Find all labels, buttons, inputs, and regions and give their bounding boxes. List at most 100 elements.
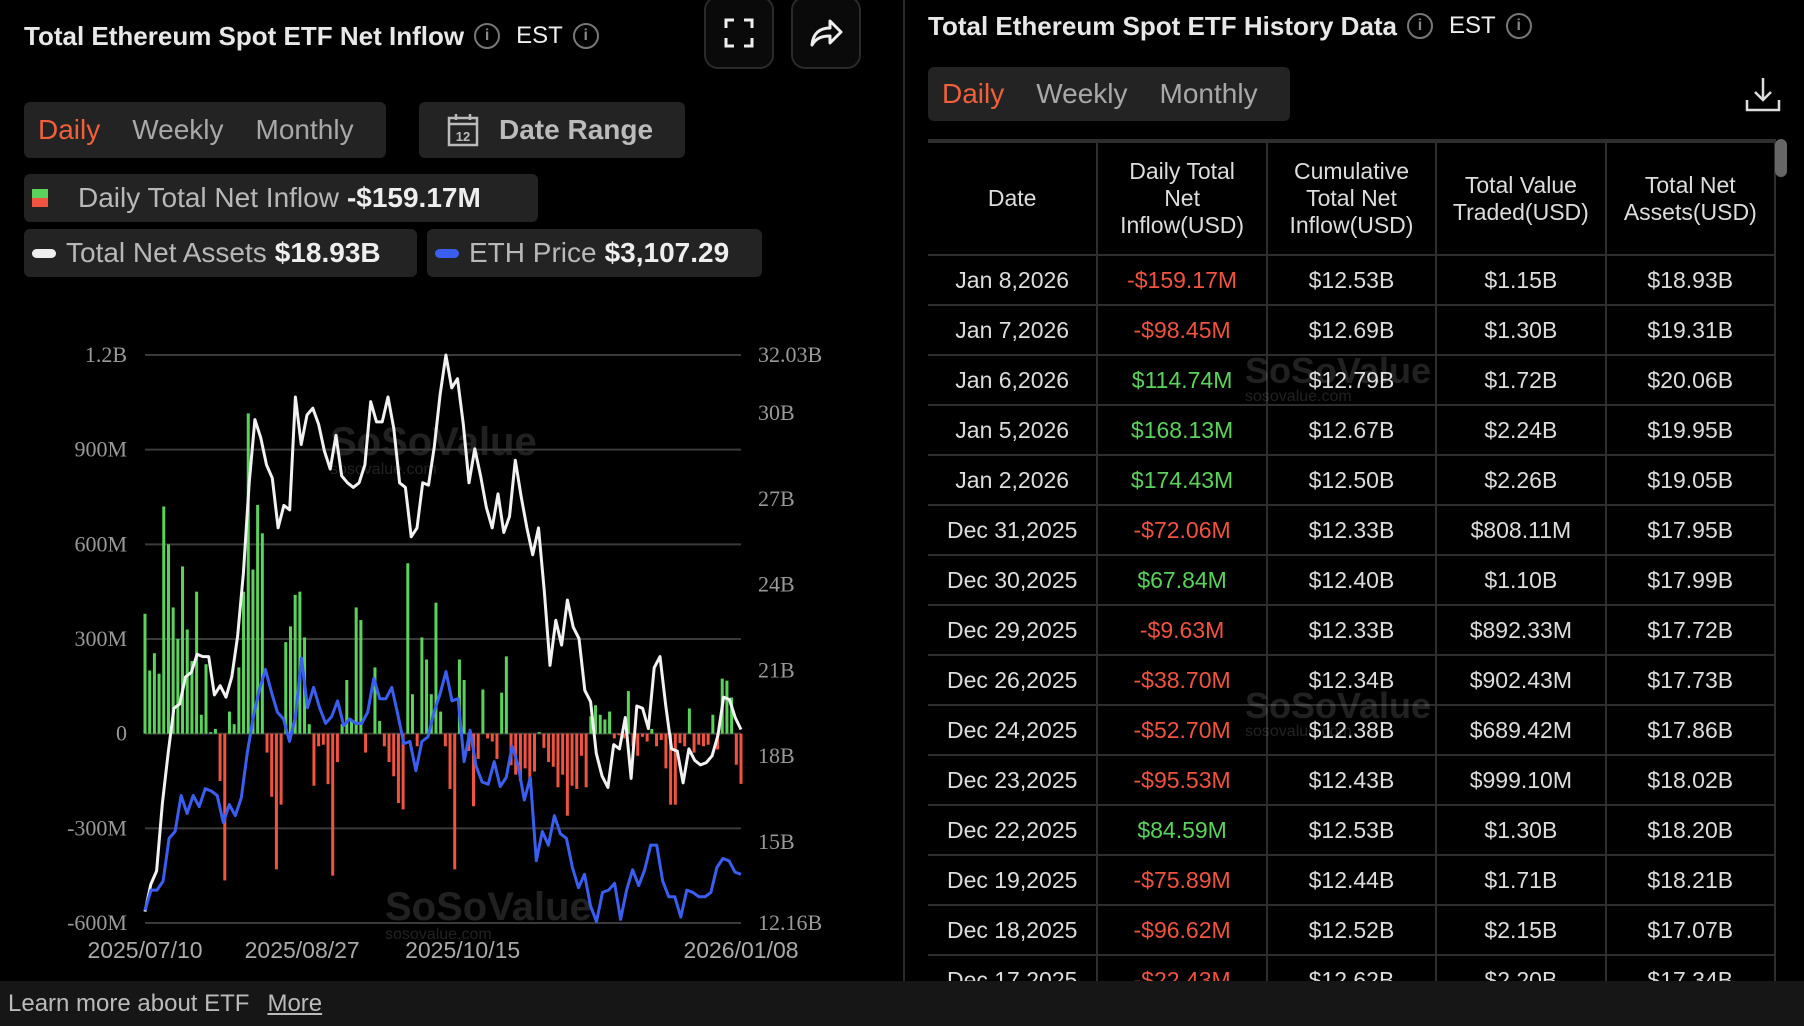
inflow-bar	[312, 733, 316, 786]
inflow-bar	[223, 733, 227, 881]
footer-bar: Learn more about ETF More	[0, 981, 1804, 1026]
inflow-bar	[209, 732, 213, 734]
table-row[interactable]: Jan 7,2026 -$98.45M $12.69B $1.30B $19.31B	[928, 304, 1776, 356]
table-title-row: Total Ethereum Spot ETF History Data i E…	[928, 6, 1532, 46]
inflow-bar	[481, 689, 485, 734]
table-row[interactable]: Dec 18,2025 -$96.62M $12.52B $2.15B $17.07B	[928, 904, 1776, 956]
inflow-bar	[730, 697, 734, 734]
inflow-chart[interactable]: 1.2B 900M 600M 300M 0 -300M -600M 32.03B 30B 27B 2…	[0, 320, 900, 980]
right-axis-tick: 30B	[758, 400, 795, 425]
table-row[interactable]: Dec 26,2025 -$38.70M $12.34B $902.43M $17.73…	[928, 654, 1776, 706]
inflow-bar	[640, 733, 644, 737]
inflow-bar	[472, 733, 476, 807]
table-cell: $17.34B	[1604, 954, 1776, 981]
tab-monthly[interactable]: Monthly	[1159, 78, 1258, 109]
table-cell: Jan 8,2026	[928, 254, 1099, 306]
inflow-bar	[687, 708, 691, 734]
right-axis-tick: 21B	[758, 657, 795, 682]
inflow-bar	[523, 733, 527, 769]
table-row[interactable]: Jan 2,2026 $174.43M $12.50B $2.26B $19.05B	[928, 454, 1776, 506]
table-row[interactable]: Jan 6,2026 $114.74M $12.79B $1.72B $20.06B	[928, 354, 1776, 406]
inflow-bar	[457, 659, 461, 734]
inflow-bar	[608, 711, 612, 734]
date-range-button[interactable]: 12 Date Range	[419, 102, 685, 158]
x-axis-tick: 2025/07/10	[87, 937, 202, 963]
inflow-bar	[218, 733, 222, 781]
inflow-bar	[490, 733, 494, 742]
watermark-logo: SoSoValue sosovalue.com	[385, 885, 592, 943]
tab-daily[interactable]: Daily	[942, 78, 1005, 109]
inflow-bar	[270, 733, 274, 797]
table-cell: $17.07B	[1604, 904, 1776, 956]
legend-total-net-assets[interactable]: Total Net Assets $18.93B	[24, 229, 417, 277]
date-range-label: Date Range	[499, 114, 654, 145]
table-cell: $12.79B	[1265, 354, 1438, 406]
inflow-bar	[204, 664, 208, 734]
inflow-bar	[598, 714, 602, 734]
inflow-bar	[556, 733, 560, 788]
tab-monthly[interactable]: Monthly	[255, 114, 354, 145]
inflow-bar	[359, 620, 363, 734]
inflow-bar	[565, 733, 569, 816]
table-cell: Jan 2,2026	[928, 454, 1099, 506]
inflow-bar	[603, 719, 607, 734]
inflow-bar	[669, 733, 673, 805]
inflow-bar	[260, 533, 264, 734]
legend-daily-inflow[interactable]: Daily Total Net Inflow -$159.17M	[24, 174, 538, 222]
inflow-bar	[387, 733, 391, 763]
info-circle-icon[interactable]: i	[1407, 13, 1434, 39]
table-cell: Dec 23,2025	[928, 754, 1099, 806]
more-link[interactable]: More	[267, 989, 323, 1017]
history-table-container[interactable]: Date Daily Total Net Inflow(USD) Cumulativ…	[928, 139, 1776, 981]
tab-daily[interactable]: Daily	[38, 114, 101, 145]
inflow-bar	[274, 733, 278, 870]
table-cell: $12.33B	[1265, 504, 1438, 556]
inflow-bar	[349, 721, 353, 734]
table-row[interactable]: Jan 8,2026 -$159.17M $12.53B $1.15B $18.93B	[928, 254, 1776, 306]
inflow-bar	[288, 626, 292, 734]
inflow-bar	[533, 733, 537, 772]
table-cell: $12.69B	[1265, 304, 1438, 356]
table-cell: $1.10B	[1435, 554, 1607, 606]
table-cell: Dec 19,2025	[928, 854, 1099, 906]
tab-weekly[interactable]: Weekly	[132, 114, 224, 145]
inflow-bar	[227, 711, 231, 734]
inflow-bar	[213, 728, 217, 734]
fullscreen-button[interactable]	[704, 0, 774, 69]
inflow-bar	[326, 733, 330, 785]
right-axis-tick: 15B	[758, 829, 795, 854]
table-row[interactable]: Dec 17,2025 -$22.43M $12.62B $2.20B $17.34B	[928, 954, 1776, 981]
legend-label: Total Net Assets	[66, 237, 267, 268]
inflow-bar	[237, 667, 241, 734]
table-scrollbar[interactable]	[1775, 139, 1787, 177]
table-cell: $17.99B	[1604, 554, 1776, 606]
table-cell: Dec 17,2025	[928, 954, 1099, 981]
table-row[interactable]: Dec 30,2025 $67.84M $12.40B $1.10B $17.99B	[928, 554, 1776, 606]
info-circle-icon[interactable]: i	[474, 23, 501, 49]
table-row[interactable]: Dec 23,2025 -$95.53M $12.43B $999.10M $18.02…	[928, 754, 1776, 806]
info-circle-icon[interactable]: i	[572, 23, 599, 49]
table-cell: $84.59M	[1096, 804, 1268, 856]
legend-label: Daily Total Net Inflow	[78, 182, 339, 213]
tab-weekly[interactable]: Weekly	[1036, 78, 1128, 109]
table-cell: Dec 30,2025	[928, 554, 1099, 606]
inflow-bar	[547, 733, 551, 763]
column-header: Total Value Traded(USD)	[1435, 141, 1607, 256]
info-circle-icon[interactable]: i	[1505, 13, 1532, 39]
table-row[interactable]: Dec 22,2025 $84.59M $12.53B $1.30B $18.20B	[928, 804, 1776, 856]
inflow-bar	[551, 733, 555, 767]
inflow-bar	[420, 637, 424, 734]
legend-eth-price[interactable]: ETH Price $3,107.29	[427, 229, 762, 277]
table-title: Total Ethereum Spot ETF History Data	[928, 10, 1398, 41]
table-cell: $2.15B	[1435, 904, 1607, 956]
table-row[interactable]: Dec 31,2025 -$72.06M $12.33B $808.11M $17.95…	[928, 504, 1776, 556]
table-row[interactable]: Dec 29,2025 -$9.63M $12.33B $892.33M $17.72B	[928, 604, 1776, 656]
table-row[interactable]: Dec 19,2025 -$75.89M $12.44B $1.71B $18.21B	[928, 854, 1776, 906]
share-button[interactable]	[791, 0, 861, 69]
download-button[interactable]	[1745, 76, 1781, 117]
inflow-bar	[434, 602, 438, 734]
table-row[interactable]: Dec 24,2025 -$52.70M $12.38B $689.42M $17.86…	[928, 704, 1776, 756]
table-cell: $17.86B	[1604, 704, 1776, 756]
table-row[interactable]: Jan 5,2026 $168.13M $12.67B $2.24B $19.95B	[928, 404, 1776, 456]
inflow-bar	[739, 733, 743, 784]
